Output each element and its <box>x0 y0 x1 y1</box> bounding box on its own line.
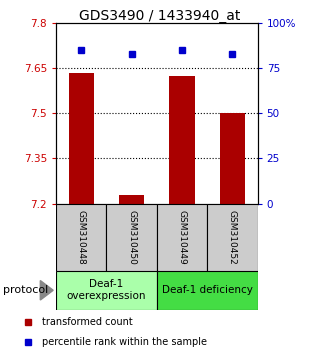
Text: GSM310450: GSM310450 <box>127 210 136 265</box>
Text: GSM310449: GSM310449 <box>178 210 187 264</box>
Bar <box>169 76 195 204</box>
Bar <box>157 204 207 271</box>
Text: GDS3490 / 1433940_at: GDS3490 / 1433940_at <box>79 9 241 23</box>
Text: protocol: protocol <box>3 285 48 295</box>
Bar <box>56 204 106 271</box>
Bar <box>220 113 245 204</box>
Bar <box>106 204 157 271</box>
Text: GSM310452: GSM310452 <box>228 210 237 264</box>
Text: GSM310448: GSM310448 <box>77 210 86 264</box>
Bar <box>119 195 144 204</box>
Text: percentile rank within the sample: percentile rank within the sample <box>42 337 207 347</box>
Bar <box>157 271 258 310</box>
Bar <box>207 204 258 271</box>
Bar <box>56 271 157 310</box>
Bar <box>68 73 94 204</box>
Text: Deaf-1 deficiency: Deaf-1 deficiency <box>162 285 252 295</box>
Text: transformed count: transformed count <box>42 317 133 327</box>
Text: Deaf-1
overexpression: Deaf-1 overexpression <box>67 279 146 301</box>
Polygon shape <box>40 280 53 300</box>
